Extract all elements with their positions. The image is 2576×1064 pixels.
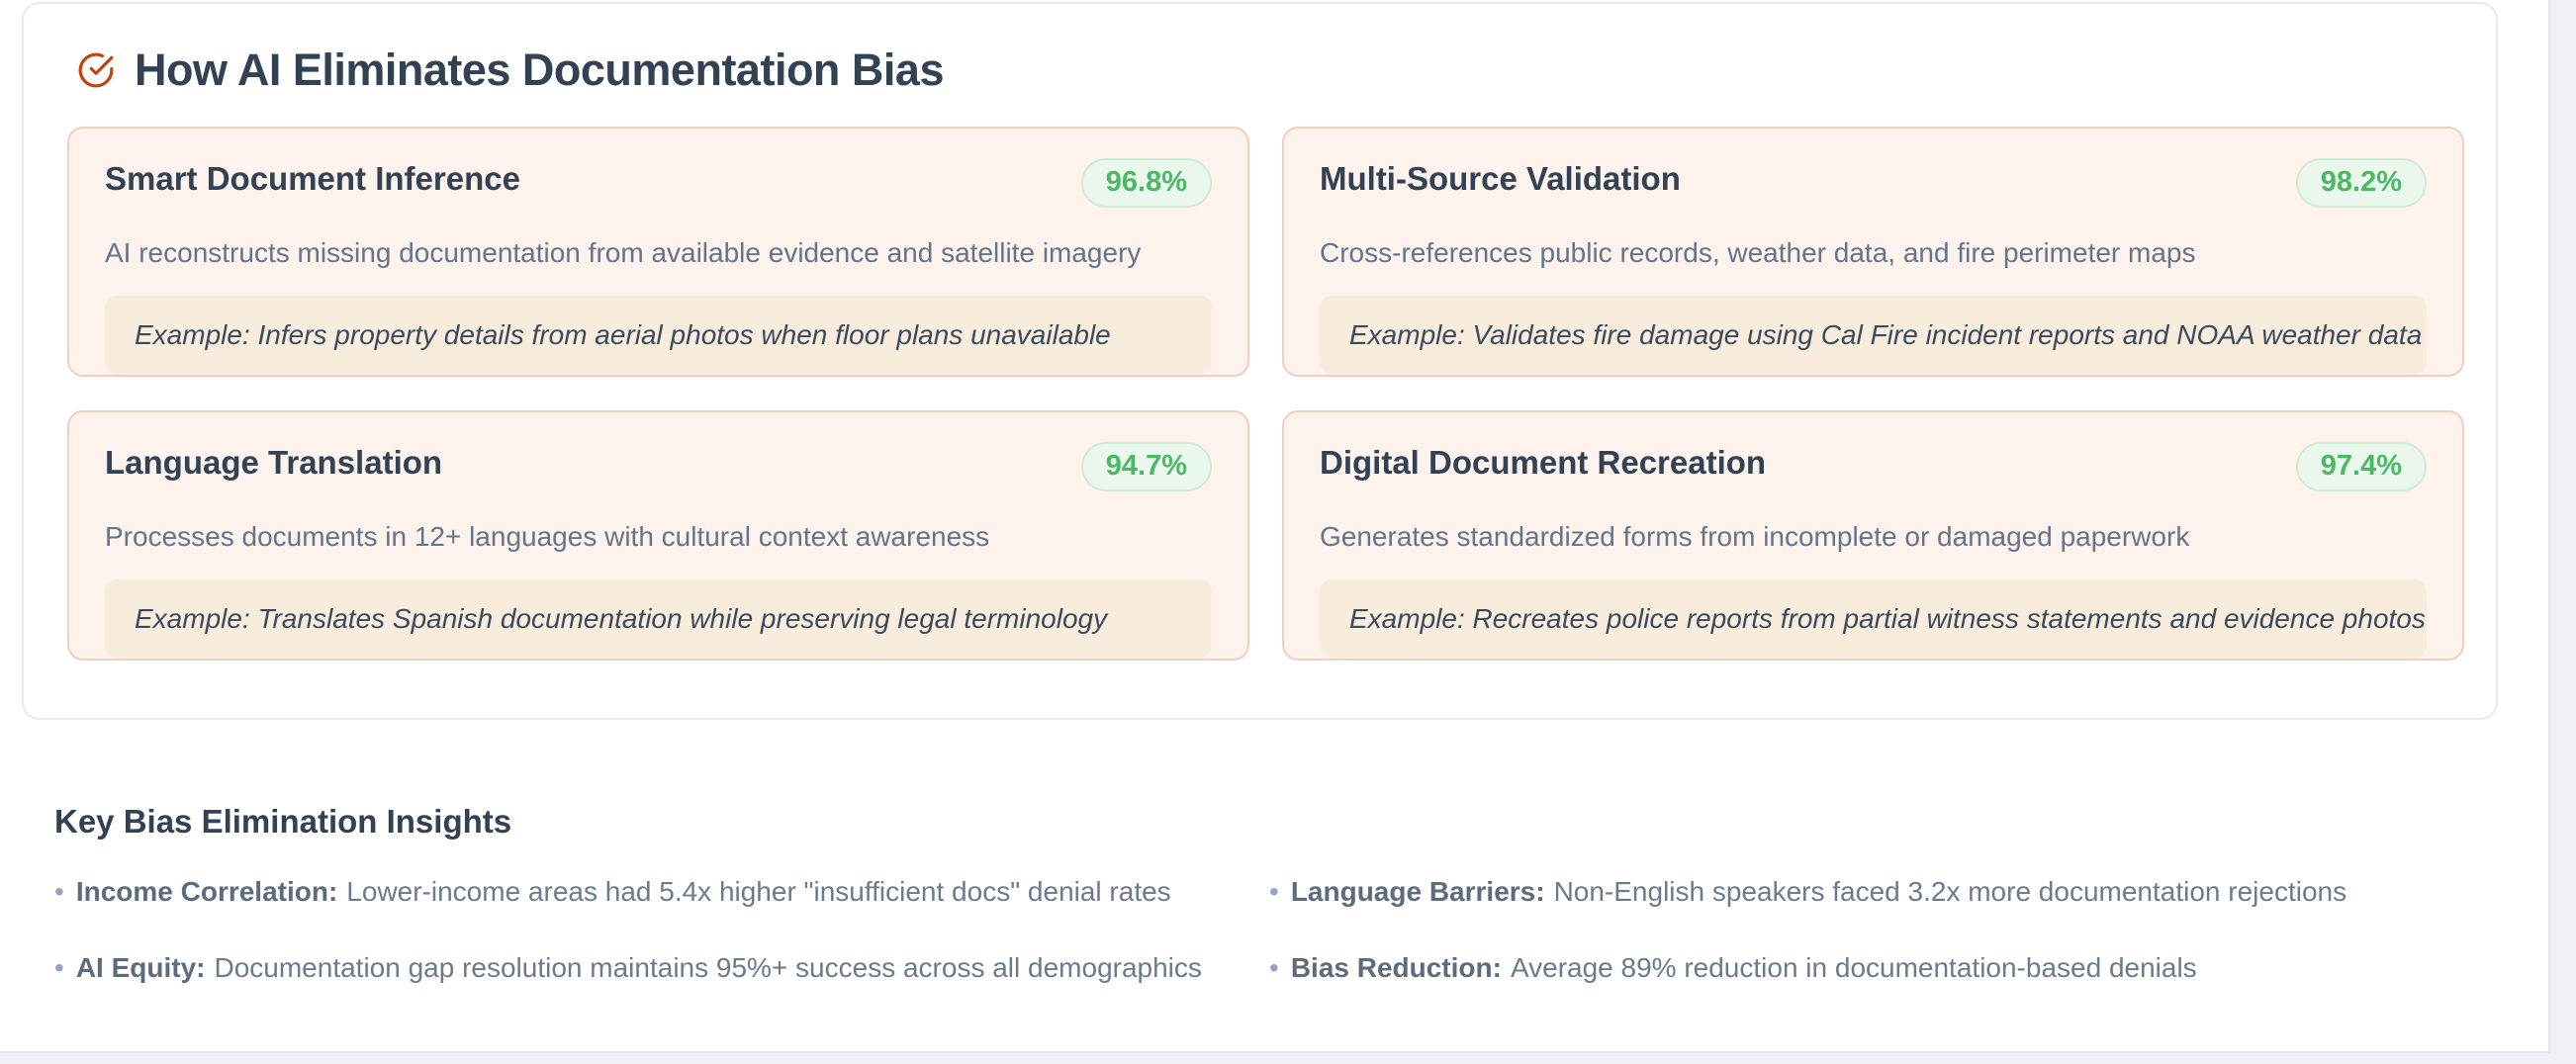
insight-text: Lower-income areas had 5.4x higher "insu… xyxy=(346,876,1171,907)
insight-language-barriers: • Language Barriers: Non-English speakers … xyxy=(1269,874,2498,909)
insight-label: AI Equity: xyxy=(75,952,206,983)
insight-income-correlation: • Income Correlation: Lower-income areas h… xyxy=(54,874,1269,909)
success-rate-badge: 97.4% xyxy=(2295,442,2427,491)
insights-title: Key Bias Elimination Insights xyxy=(54,803,512,840)
card-title: Language Translation xyxy=(105,444,443,481)
card-header: Smart Document Inference 96.8% xyxy=(105,158,1212,208)
card-description: Cross-references public records, weather… xyxy=(1320,236,2196,268)
bullet-icon: • xyxy=(1269,876,1279,907)
example-text: Example: Infers property details from ae… xyxy=(135,318,1111,350)
panel-title: How AI Eliminates Documentation Bias xyxy=(135,44,944,95)
example-box: Example: Validates fire damage using Cal… xyxy=(1320,295,2427,374)
card-title: Multi-Source Validation xyxy=(1320,160,1681,197)
content-area: How AI Eliminates Documentation Bias Sma… xyxy=(0,0,2550,1053)
card-header: Multi-Source Validation 98.2% xyxy=(1320,158,2427,208)
card-header: Digital Document Recreation 97.4% xyxy=(1320,442,2427,491)
insight-text: Documentation gap resolution maintains 9… xyxy=(214,952,1202,983)
insight-label: Income Correlation: xyxy=(75,876,338,907)
insight-bias-reduction: • Bias Reduction: Average 89% reduction in… xyxy=(1269,950,2498,985)
method-cards-grid: Smart Document Inference 96.8% AI recons… xyxy=(67,127,2464,661)
bullet-icon: • xyxy=(54,876,64,907)
card-multi-source-validation: Multi-Source Validation 98.2% Cross-refe… xyxy=(1282,127,2464,377)
example-box: Example: Recreates police reports from p… xyxy=(1320,578,2427,658)
check-circle-icon xyxy=(77,51,115,89)
card-smart-document-inference: Smart Document Inference 96.8% AI recons… xyxy=(67,127,1249,377)
example-box: Example: Infers property details from ae… xyxy=(105,295,1212,374)
card-description: Generates standardized forms from incomp… xyxy=(1320,520,2190,552)
example-text: Example: Recreates police reports from p… xyxy=(1349,602,2426,634)
card-header: Language Translation 94.7% xyxy=(105,442,1212,491)
bullet-icon: • xyxy=(1269,952,1279,983)
panel-header: How AI Eliminates Documentation Bias xyxy=(77,44,2464,97)
card-digital-document-recreation: Digital Document Recreation 97.4% Genera… xyxy=(1282,410,2464,661)
example-text: Example: Validates fire damage using Cal… xyxy=(1349,318,2423,350)
insight-text: Average 89% reduction in documentation-b… xyxy=(1510,952,2197,983)
example-box: Example: Translates Spanish documentatio… xyxy=(105,578,1212,658)
insight-text: Non-English speakers faced 3.2x more doc… xyxy=(1553,876,2347,907)
success-rate-badge: 96.8% xyxy=(1080,158,1212,208)
insight-ai-equity: • AI Equity: Documentation gap resolution … xyxy=(54,950,1269,985)
card-description: AI reconstructs missing documentation fr… xyxy=(105,236,1142,268)
bullet-icon: • xyxy=(54,952,64,983)
key-insights-section: Key Bias Elimination Insights • Income Co… xyxy=(54,803,2498,985)
success-rate-badge: 94.7% xyxy=(1080,442,1212,491)
card-language-translation: Language Translation 94.7% Processes doc… xyxy=(67,410,1249,661)
success-rate-badge: 98.2% xyxy=(2295,158,2427,208)
card-description: Processes documents in 12+ languages wit… xyxy=(105,520,990,552)
documentation-bias-panel: How AI Eliminates Documentation Bias Sma… xyxy=(22,2,2498,720)
insight-label: Language Barriers: xyxy=(1290,876,1545,907)
card-title: Digital Document Recreation xyxy=(1320,444,1767,481)
example-text: Example: Translates Spanish documentatio… xyxy=(135,602,1108,634)
insight-label: Bias Reduction: xyxy=(1290,952,1502,983)
card-title: Smart Document Inference xyxy=(105,160,520,197)
insights-grid: • Income Correlation: Lower-income areas h… xyxy=(54,874,2498,985)
